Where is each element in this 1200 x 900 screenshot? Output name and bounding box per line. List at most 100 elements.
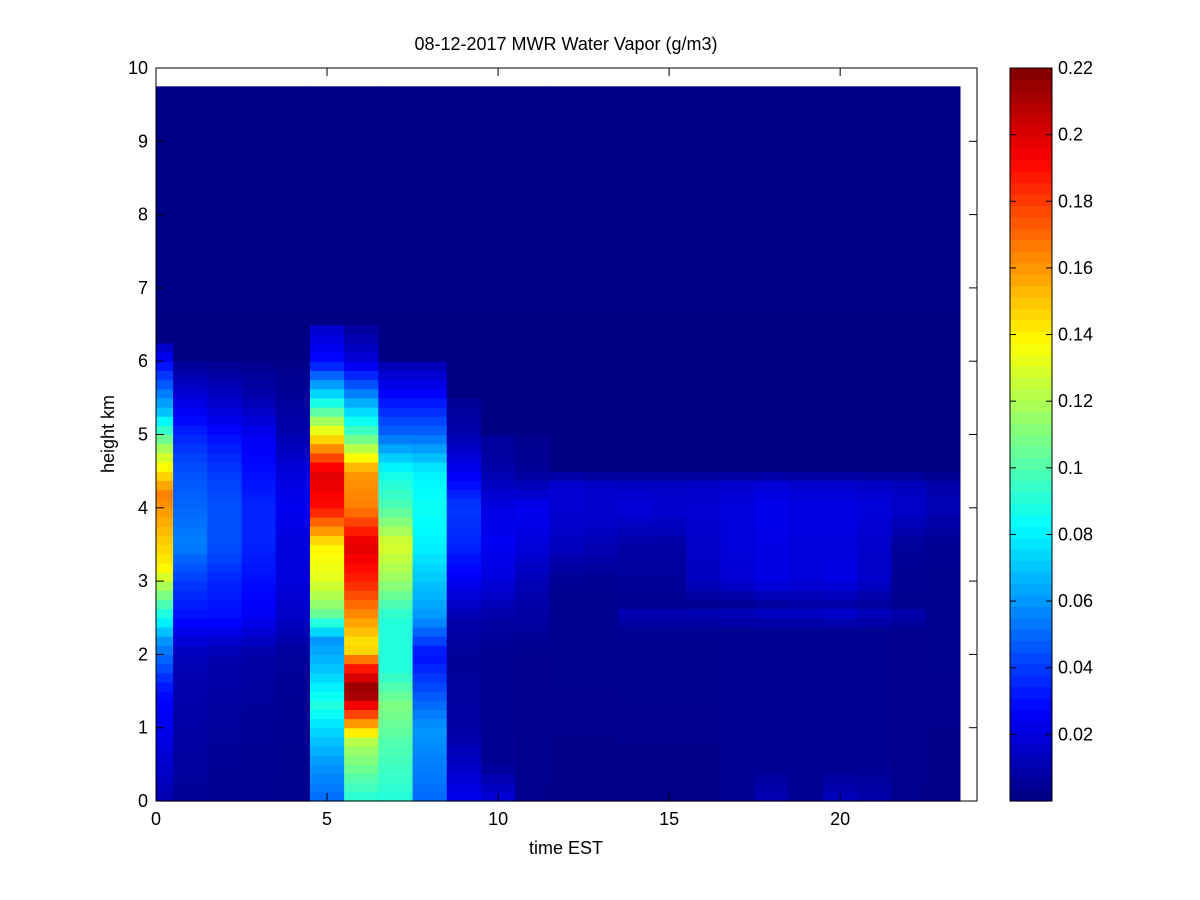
heatmap-cell <box>412 187 448 197</box>
heatmap-cell <box>823 535 858 546</box>
heatmap-cell <box>378 562 414 573</box>
x-tick-label: 15 <box>659 809 679 829</box>
heatmap-cell <box>686 516 722 527</box>
heatmap-cell <box>686 352 722 362</box>
heatmap-cell <box>515 535 550 546</box>
heatmap-cell <box>891 159 927 170</box>
heatmap-cell <box>857 168 893 179</box>
heatmap-cell <box>156 269 174 280</box>
heatmap-cell <box>173 434 208 445</box>
heatmap-cell <box>549 626 585 637</box>
heatmap-cell <box>652 700 687 710</box>
heatmap-cell <box>378 223 414 234</box>
heatmap-cell <box>857 223 893 234</box>
heatmap-cell <box>480 507 516 518</box>
heatmap-cell <box>446 691 482 701</box>
heatmap-cell <box>309 287 345 298</box>
heatmap-cell <box>788 571 824 582</box>
heatmap-cell <box>173 471 208 481</box>
heatmap-cell <box>754 645 790 655</box>
heatmap-cell <box>344 205 379 216</box>
heatmap-cell <box>823 681 858 692</box>
heatmap-cell <box>823 636 858 646</box>
heatmap-cell <box>617 205 653 216</box>
heatmap-cell <box>480 764 516 775</box>
heatmap-cell <box>241 315 277 326</box>
heatmap-cell <box>720 278 756 289</box>
heatmap-cell <box>583 324 619 335</box>
heatmap-cell <box>925 104 961 115</box>
heatmap-cell <box>378 388 414 399</box>
heatmap-cell <box>241 691 277 701</box>
heatmap-cell <box>378 507 414 518</box>
heatmap-cell <box>720 681 756 692</box>
heatmap-cell <box>446 86 482 97</box>
heatmap-cell <box>720 516 756 527</box>
heatmap-cell <box>412 342 448 353</box>
heatmap-cell <box>652 480 687 491</box>
heatmap-cell <box>857 782 893 793</box>
heatmap-cell <box>754 407 790 417</box>
heatmap-cell <box>857 590 893 601</box>
heatmap-cell <box>720 727 756 738</box>
heatmap-cell <box>173 278 208 289</box>
heatmap-cell <box>583 232 619 243</box>
heatmap-cell <box>156 535 174 546</box>
heatmap-cell <box>549 352 585 362</box>
heatmap-cell <box>446 782 482 793</box>
colorbar-swatch <box>1010 526 1052 539</box>
heatmap-cell <box>754 187 790 197</box>
heatmap-cell <box>480 590 516 601</box>
heatmap-cell <box>515 132 550 142</box>
heatmap-cell <box>207 746 243 756</box>
heatmap-cell <box>549 489 585 500</box>
heatmap-cell <box>309 242 345 252</box>
heatmap-cell <box>925 269 961 280</box>
x-tick-label: 5 <box>322 809 332 829</box>
heatmap-cell <box>583 187 619 197</box>
heatmap-cell <box>583 223 619 234</box>
heatmap-cell <box>754 553 790 564</box>
heatmap-cell <box>207 636 243 646</box>
heatmap-cell <box>344 122 379 133</box>
heatmap-cell <box>378 599 414 610</box>
heatmap-cells <box>156 86 961 802</box>
heatmap-cell <box>652 452 687 463</box>
colorbar-swatch <box>1010 159 1052 172</box>
heatmap-cell <box>156 187 174 197</box>
heatmap-cell <box>275 251 311 262</box>
heatmap-cell <box>549 498 585 509</box>
heatmap-cell <box>925 700 961 710</box>
heatmap-cell <box>891 608 927 619</box>
heatmap-cell <box>446 297 482 307</box>
heatmap-cell <box>891 516 927 527</box>
heatmap-cell <box>583 278 619 289</box>
colorbar-swatch <box>1010 228 1052 241</box>
heatmap-cell <box>446 287 482 298</box>
heatmap-cell <box>720 159 756 170</box>
heatmap-cell <box>241 461 277 472</box>
heatmap-cell <box>686 260 722 271</box>
heatmap-cell <box>754 177 790 188</box>
heatmap-cell <box>891 95 927 106</box>
heatmap-cell <box>583 526 619 536</box>
heatmap-cell <box>515 452 550 463</box>
heatmap-cell <box>480 516 516 527</box>
heatmap-cell <box>309 177 345 188</box>
heatmap-cell <box>412 553 448 564</box>
heatmap-cell <box>720 232 756 243</box>
heatmap-cell <box>412 562 448 573</box>
heatmap-cell <box>925 516 961 527</box>
heatmap-cell <box>378 251 414 262</box>
heatmap-cell <box>823 297 858 307</box>
heatmap-cell <box>617 361 653 371</box>
heatmap-cell <box>275 122 311 133</box>
heatmap-cell <box>207 407 243 417</box>
heatmap-cell <box>754 480 790 491</box>
heatmap-cell <box>652 663 687 674</box>
heatmap-cell <box>344 608 379 619</box>
heatmap-cell <box>412 407 448 417</box>
heatmap-cell <box>925 498 961 509</box>
heatmap-cell <box>515 315 550 326</box>
heatmap-cell <box>583 452 619 463</box>
